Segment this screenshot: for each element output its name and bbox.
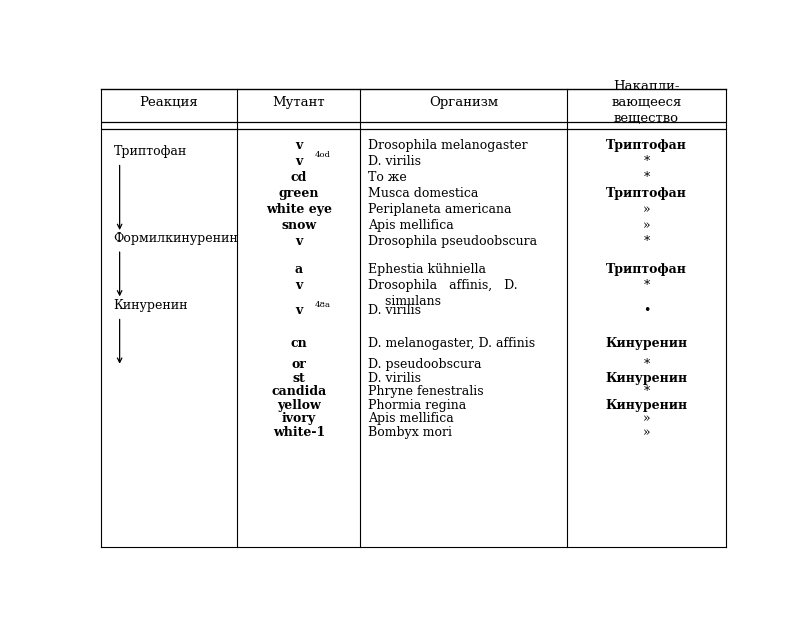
Text: v: v (295, 234, 303, 248)
Text: »: » (642, 412, 650, 425)
Text: Организм: Организм (429, 96, 498, 109)
Text: •: • (643, 304, 650, 318)
Text: D. virilis: D. virilis (368, 155, 421, 168)
Text: *: * (643, 279, 650, 292)
Text: Drosophila   affinis,   D.: Drosophila affinis, D. (368, 279, 517, 292)
Text: Реакция: Реакция (140, 96, 199, 109)
Text: yellow: yellow (277, 399, 320, 412)
Text: Кинуренин: Кинуренин (605, 336, 688, 349)
Text: v: v (295, 279, 303, 292)
Text: Musca domestica: Musca domestica (368, 187, 479, 200)
Text: Ephestia kühniella: Ephestia kühniella (368, 263, 486, 276)
Text: Мутант: Мутант (273, 96, 325, 109)
Text: white eye: white eye (266, 202, 332, 216)
Text: То же: То же (368, 171, 407, 184)
Text: Кинуренин: Кинуренин (605, 399, 688, 412)
Text: *: * (643, 358, 650, 371)
Text: Periplaneta americana: Periplaneta americana (368, 202, 512, 216)
Text: *: * (643, 171, 650, 184)
Text: D. melanogaster, D. affinis: D. melanogaster, D. affinis (368, 336, 535, 349)
Text: 48a: 48a (315, 301, 330, 309)
Text: *: * (643, 234, 650, 248)
Text: or: or (291, 358, 307, 371)
Text: Apis mellifica: Apis mellifica (368, 219, 454, 232)
Text: simulans: simulans (378, 295, 441, 308)
Text: Phormia regina: Phormia regina (368, 399, 466, 412)
Text: Drosophila pseudoobscura: Drosophila pseudoobscura (368, 234, 537, 248)
Text: Формилкинуренин: Формилкинуренин (113, 232, 238, 245)
Text: »: » (642, 426, 650, 439)
Text: Триптофан: Триптофан (606, 187, 687, 200)
Text: »: » (642, 219, 650, 232)
Text: D. virilis: D. virilis (368, 372, 421, 384)
Text: Apis mellifica: Apis mellifica (368, 412, 454, 425)
Text: Триптофан: Триптофан (606, 263, 687, 276)
Text: cd: cd (291, 171, 307, 184)
Text: a: a (295, 263, 303, 276)
Text: ivory: ivory (282, 412, 316, 425)
Text: D. virilis: D. virilis (368, 304, 421, 318)
Text: Триптофан: Триптофан (606, 139, 687, 152)
Text: v: v (295, 139, 303, 152)
Text: D. pseudoobscura: D. pseudoobscura (368, 358, 482, 371)
Text: green: green (278, 187, 319, 200)
Text: candida: candida (271, 385, 327, 398)
Text: v: v (295, 155, 303, 168)
Text: Bombyx mori: Bombyx mori (368, 426, 452, 439)
Text: Триптофан: Триптофан (113, 146, 186, 159)
Text: *: * (643, 385, 650, 398)
Text: cn: cn (291, 336, 307, 349)
Text: v: v (295, 304, 303, 318)
Text: Phryne fenestralis: Phryne fenestralis (368, 385, 483, 398)
Text: 4od: 4od (315, 151, 330, 159)
Text: st: st (292, 372, 305, 384)
Text: Кинуренин: Кинуренин (113, 299, 188, 312)
Text: snow: snow (282, 219, 316, 232)
Text: white-1: white-1 (273, 426, 325, 439)
Text: Накапли-
вающееся
вещество: Накапли- вающееся вещество (612, 80, 682, 125)
Text: *: * (643, 155, 650, 168)
Text: »: » (642, 202, 650, 216)
Text: Кинуренин: Кинуренин (605, 372, 688, 384)
Text: Drosophila melanogaster: Drosophila melanogaster (368, 139, 528, 152)
